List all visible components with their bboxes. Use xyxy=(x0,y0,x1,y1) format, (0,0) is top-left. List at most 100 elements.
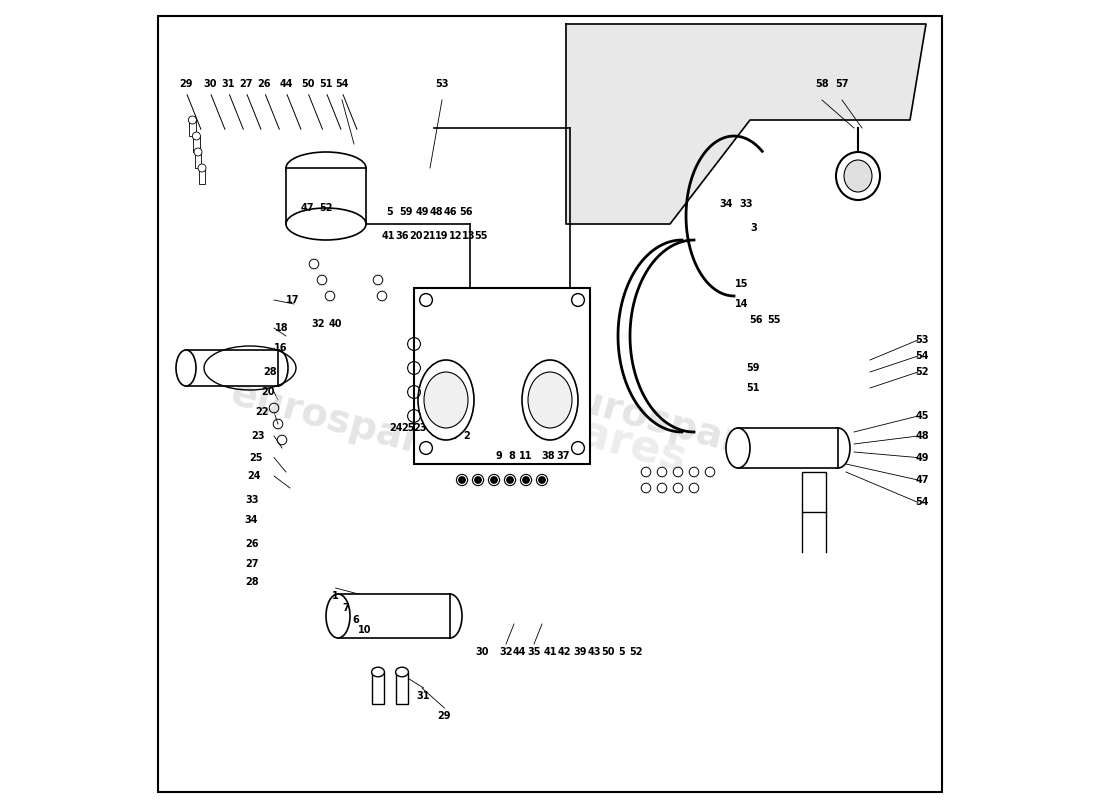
Ellipse shape xyxy=(326,594,350,638)
Ellipse shape xyxy=(438,594,462,638)
Text: 56: 56 xyxy=(750,315,763,325)
Text: 47: 47 xyxy=(915,475,928,485)
Ellipse shape xyxy=(286,152,366,184)
Text: 5: 5 xyxy=(386,207,394,217)
Text: 55: 55 xyxy=(474,231,488,241)
Text: 18: 18 xyxy=(275,323,289,333)
Text: 28: 28 xyxy=(245,578,260,587)
Text: eurospares: eurospares xyxy=(547,374,793,474)
Ellipse shape xyxy=(826,428,850,468)
Text: 20: 20 xyxy=(409,231,422,241)
Text: 32: 32 xyxy=(499,647,513,657)
Ellipse shape xyxy=(844,160,872,192)
Text: 1: 1 xyxy=(439,431,446,441)
Text: 39: 39 xyxy=(574,647,587,657)
Text: 48: 48 xyxy=(430,207,443,217)
Circle shape xyxy=(507,477,514,483)
Text: 25: 25 xyxy=(249,453,263,462)
Text: 16: 16 xyxy=(274,343,287,353)
Text: 9: 9 xyxy=(495,451,503,461)
Bar xyxy=(372,672,384,704)
Bar xyxy=(195,152,201,168)
Text: 27: 27 xyxy=(245,559,260,569)
Text: 29: 29 xyxy=(179,79,192,89)
Text: 17: 17 xyxy=(286,295,299,305)
Text: 54: 54 xyxy=(915,498,928,507)
Text: 45: 45 xyxy=(915,411,928,421)
Ellipse shape xyxy=(522,360,578,440)
Bar xyxy=(199,168,206,184)
Text: 50: 50 xyxy=(301,79,315,89)
Text: 30: 30 xyxy=(475,647,488,657)
Text: 51: 51 xyxy=(319,79,332,89)
Text: 37: 37 xyxy=(556,451,570,461)
Text: 35: 35 xyxy=(527,647,541,657)
Text: 11: 11 xyxy=(519,451,532,461)
Text: 26: 26 xyxy=(257,79,271,89)
Text: 19: 19 xyxy=(436,231,449,241)
Text: 41: 41 xyxy=(543,647,557,657)
Text: 22: 22 xyxy=(255,407,268,417)
Text: 13: 13 xyxy=(462,231,475,241)
Text: 46: 46 xyxy=(443,207,456,217)
Text: 2: 2 xyxy=(463,431,470,441)
Text: 49: 49 xyxy=(416,207,429,217)
Circle shape xyxy=(198,164,206,172)
Text: 56: 56 xyxy=(460,207,473,217)
Text: 51: 51 xyxy=(747,383,760,393)
Text: 58: 58 xyxy=(815,79,828,89)
Text: 44: 44 xyxy=(279,79,293,89)
Text: 30: 30 xyxy=(204,79,217,89)
Text: 4: 4 xyxy=(451,431,458,441)
Text: 29: 29 xyxy=(438,711,451,721)
Text: 20: 20 xyxy=(262,387,275,397)
Bar xyxy=(802,472,826,512)
Text: eurospares: eurospares xyxy=(227,374,473,474)
Text: 55: 55 xyxy=(768,315,781,325)
Circle shape xyxy=(539,477,546,483)
Text: 40: 40 xyxy=(329,319,342,329)
Text: 59: 59 xyxy=(399,207,412,217)
Circle shape xyxy=(475,477,481,483)
Circle shape xyxy=(194,148,202,156)
Text: 53: 53 xyxy=(915,335,928,345)
Text: 48: 48 xyxy=(915,431,928,441)
Text: 52: 52 xyxy=(915,367,928,377)
Ellipse shape xyxy=(396,667,408,677)
Text: 23: 23 xyxy=(251,431,265,441)
Text: 34: 34 xyxy=(719,199,733,209)
Bar xyxy=(338,594,450,638)
Text: 8: 8 xyxy=(508,451,515,461)
Text: 42: 42 xyxy=(558,647,571,657)
Bar xyxy=(286,168,366,224)
Circle shape xyxy=(522,477,529,483)
Text: eurospares: eurospares xyxy=(408,367,692,481)
Text: 28: 28 xyxy=(263,367,277,377)
Bar xyxy=(738,428,838,468)
Ellipse shape xyxy=(424,372,468,428)
Ellipse shape xyxy=(268,350,288,386)
Text: 43: 43 xyxy=(587,647,601,657)
Bar xyxy=(414,288,590,464)
Text: 31: 31 xyxy=(417,691,430,701)
Text: 26: 26 xyxy=(245,539,260,549)
Circle shape xyxy=(188,116,197,124)
Text: 53: 53 xyxy=(436,79,449,89)
Ellipse shape xyxy=(286,208,366,240)
Text: 54: 54 xyxy=(336,79,349,89)
Text: 52: 52 xyxy=(319,203,332,213)
Circle shape xyxy=(192,132,200,140)
Text: 36: 36 xyxy=(395,231,409,241)
Text: 24: 24 xyxy=(248,471,261,481)
Text: 3: 3 xyxy=(750,223,758,233)
Text: 54: 54 xyxy=(915,351,928,361)
Ellipse shape xyxy=(528,372,572,428)
Text: 33: 33 xyxy=(245,495,260,505)
Text: 33: 33 xyxy=(739,199,752,209)
Text: 44: 44 xyxy=(513,647,527,657)
Circle shape xyxy=(459,477,465,483)
Text: 6: 6 xyxy=(352,615,359,625)
Text: 23: 23 xyxy=(414,423,427,433)
Bar xyxy=(396,672,408,704)
Text: 10: 10 xyxy=(358,626,371,635)
